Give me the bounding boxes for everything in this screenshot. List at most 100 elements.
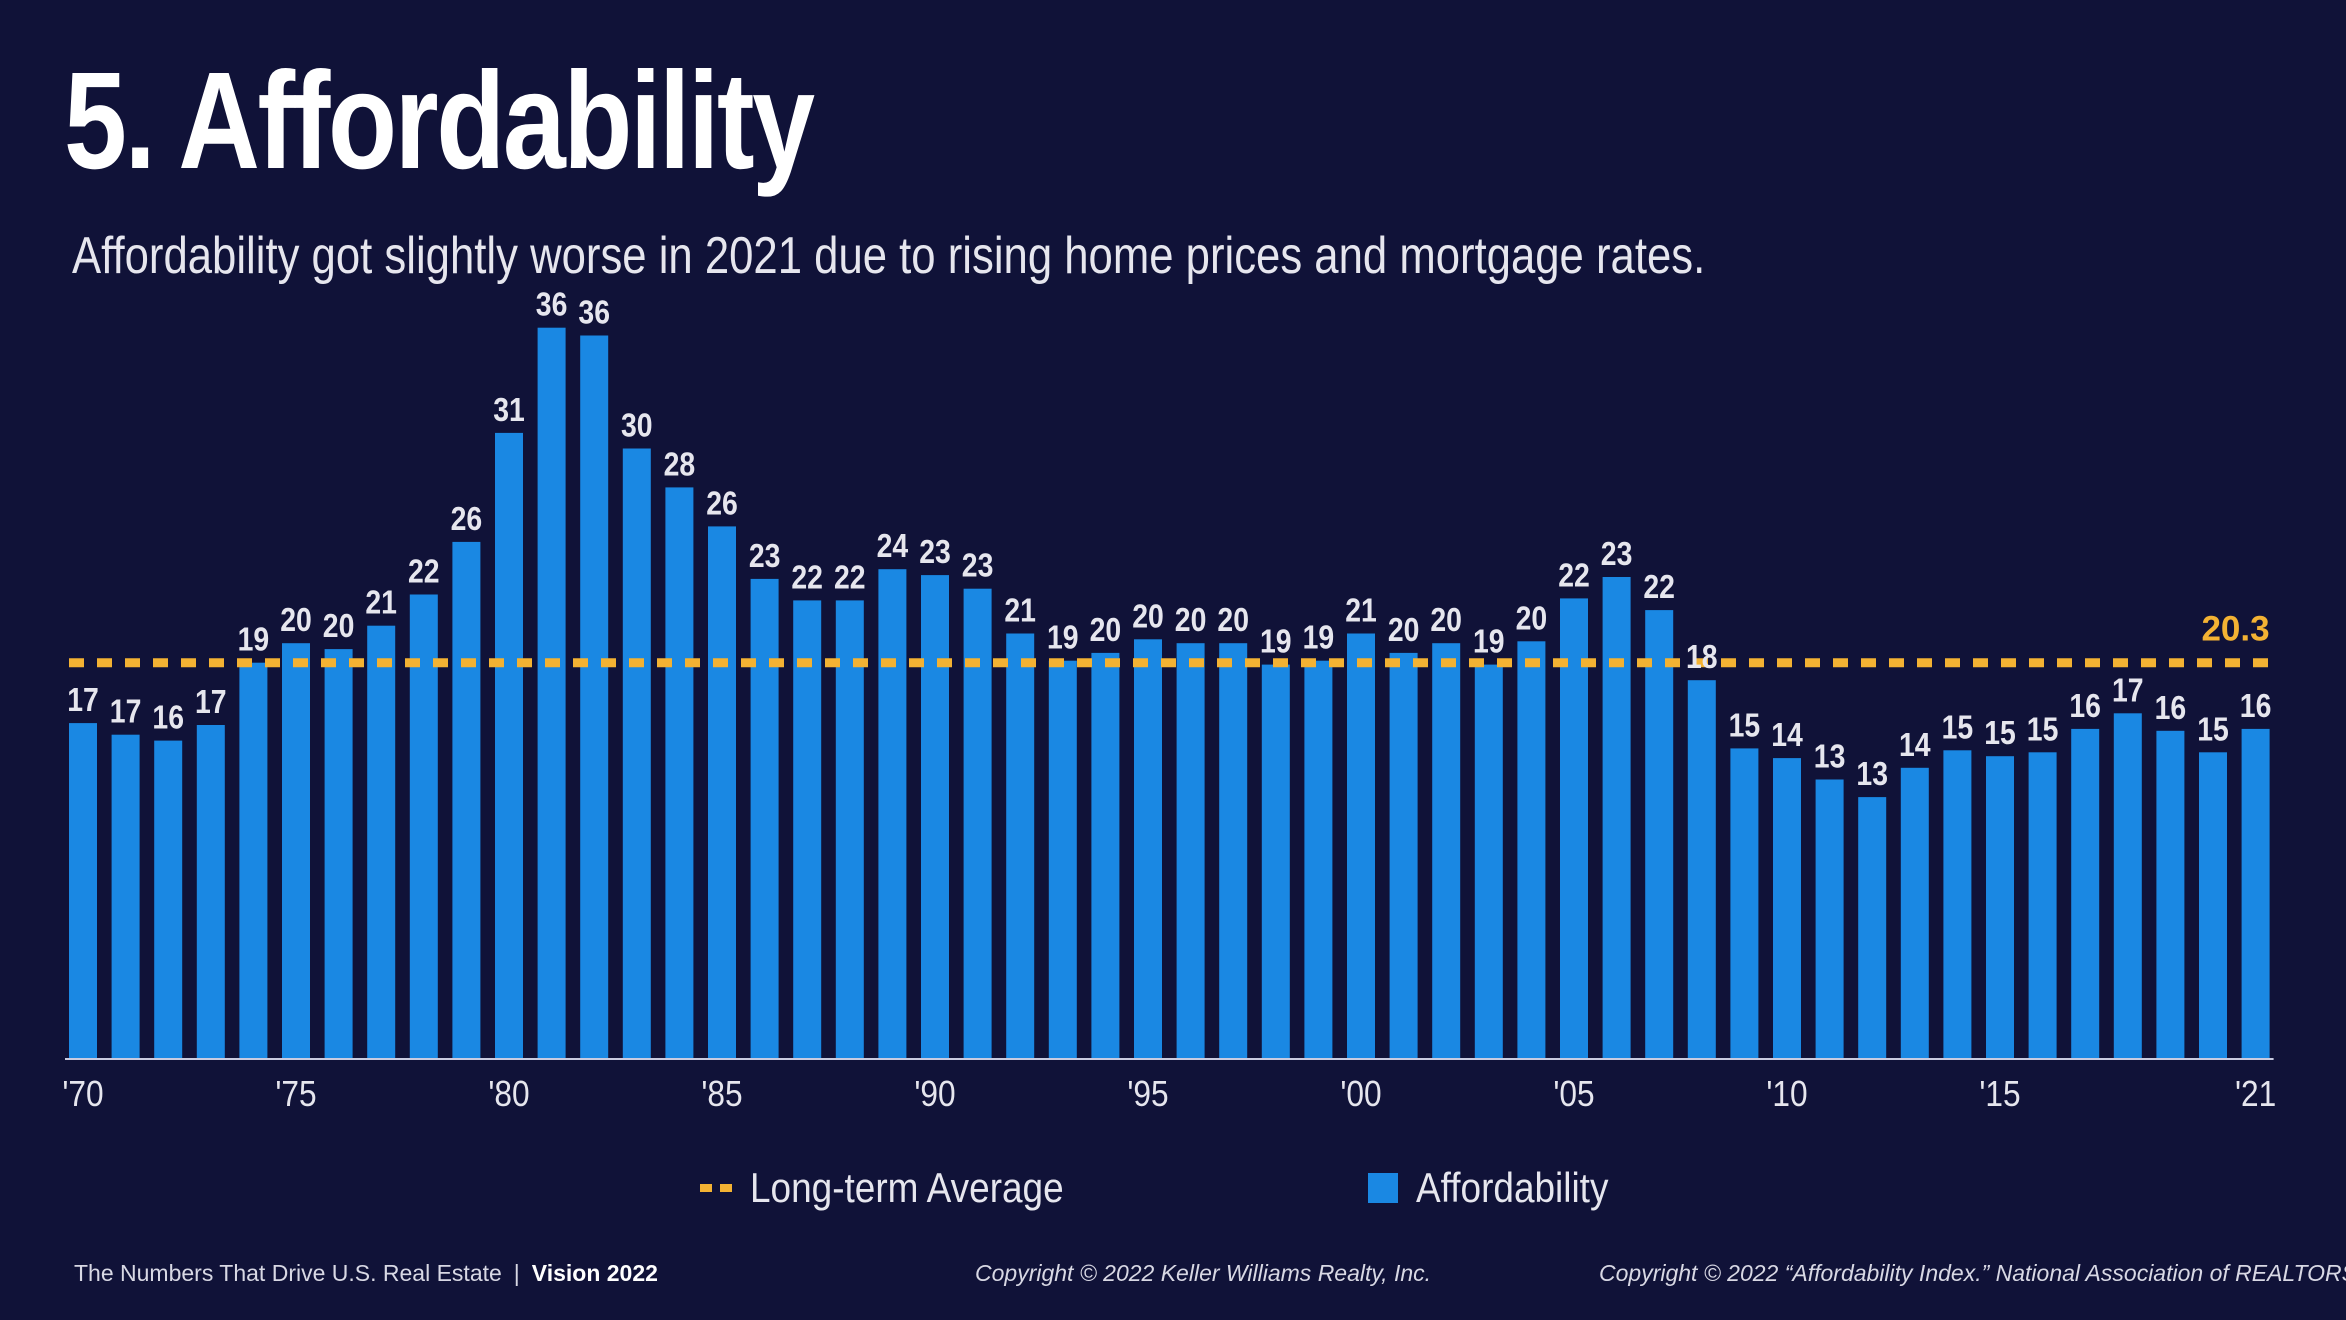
value-label-2014: 15	[1942, 708, 1974, 746]
value-label-2006: 23	[1601, 535, 1633, 573]
bar-1980	[495, 432, 523, 1058]
x-tick-label-1970: '70	[62, 1074, 103, 1114]
bar-1975	[282, 643, 310, 1058]
value-label-1992: 21	[1004, 591, 1036, 629]
bar-1987	[793, 600, 822, 1058]
value-label-1973: 17	[195, 683, 227, 721]
value-label-1979: 26	[451, 500, 483, 538]
bar-1985	[708, 526, 736, 1058]
bar-1976	[324, 649, 353, 1058]
value-label-2008: 18	[1686, 638, 1718, 676]
x-tick-label-1995: '95	[1127, 1074, 1168, 1114]
value-label-1995: 20	[1132, 597, 1164, 635]
value-label-2016: 15	[2027, 710, 2059, 748]
value-label-1990: 23	[919, 533, 951, 571]
bar-2013	[1900, 767, 1929, 1058]
bar-2006	[1602, 577, 1631, 1058]
x-tick-label-2010: '10	[1766, 1074, 1807, 1114]
bar-1984	[665, 487, 694, 1058]
bar-1988	[835, 600, 864, 1058]
x-tick-label-1975: '75	[275, 1074, 316, 1114]
value-label-1993: 19	[1047, 619, 1079, 657]
value-label-2001: 20	[1388, 611, 1420, 649]
value-label-2009: 15	[1729, 706, 1761, 744]
value-label-2013: 14	[1899, 726, 1931, 764]
x-tick-label-1985: '85	[701, 1074, 742, 1114]
value-label-1998: 19	[1260, 623, 1292, 661]
legend-item-affordability: Affordability	[1368, 1160, 1635, 1216]
legend-item-average: Long-term Average	[700, 1160, 1106, 1216]
x-axis-group: '70 '75 '80 '85 '90 '95 '00 '05 '10 '15 '21	[62, 1058, 2276, 1114]
footer-separator: |	[513, 1260, 520, 1286]
bars-group	[69, 327, 2270, 1058]
bar-1997	[1219, 643, 1248, 1058]
bar-1979	[452, 541, 481, 1058]
bar-1974	[239, 662, 268, 1058]
value-label-1999: 19	[1303, 619, 1335, 657]
value-label-2020: 15	[2197, 710, 2229, 748]
value-label-1980: 31	[493, 391, 525, 429]
value-label-1981: 36	[536, 286, 568, 324]
x-tick-label-2021: '21	[2235, 1074, 2276, 1114]
value-label-1972: 16	[152, 699, 184, 737]
x-tick-label-1990: '90	[914, 1074, 955, 1114]
bar-1972	[154, 740, 183, 1058]
bar-1977	[367, 625, 396, 1058]
value-label-1983: 30	[621, 406, 653, 444]
value-label-1976: 20	[323, 607, 355, 645]
legend-dash-icon	[700, 1184, 734, 1192]
bar-2012	[1858, 797, 1887, 1058]
value-label-2021: 16	[2240, 687, 2272, 725]
bar-1998	[1261, 664, 1290, 1058]
bar-1983	[622, 448, 651, 1058]
value-label-1986: 23	[749, 537, 781, 575]
bar-1990	[921, 575, 949, 1058]
value-label-1997: 20	[1217, 601, 1249, 639]
bar-1986	[750, 578, 779, 1058]
value-label-2007: 22	[1643, 568, 1675, 606]
x-tick-label-2015: '15	[1979, 1074, 2020, 1114]
footer-left: The Numbers That Drive U.S. Real Estate |…	[74, 1262, 658, 1285]
bar-1981	[537, 327, 566, 1058]
footer-copyright-nar: Copyright © 2022 “Affordability Index.” …	[1599, 1260, 2346, 1286]
bar-1992	[1006, 633, 1035, 1058]
bar-2002	[1432, 643, 1461, 1058]
value-label-2015: 15	[1984, 714, 2016, 752]
x-tick-label-2000: '00	[1340, 1074, 1381, 1114]
value-label-1984: 28	[664, 445, 696, 483]
bar-1999	[1304, 660, 1333, 1058]
x-tick-label-1980: '80	[488, 1074, 529, 1114]
bar-2021	[2241, 728, 2270, 1058]
value-label-1994: 20	[1090, 611, 1122, 649]
bar-2005	[1560, 598, 1588, 1058]
bar-2018	[2113, 713, 2142, 1058]
value-label-1971: 17	[110, 693, 142, 731]
value-label-2005: 22	[1558, 556, 1590, 594]
bar-1970	[69, 723, 97, 1058]
page-title: 5. Affordability	[64, 44, 815, 198]
value-label-1991: 23	[962, 547, 994, 585]
value-label-2019: 16	[2155, 689, 2187, 727]
bar-2019	[2156, 730, 2185, 1058]
value-labels-group: 17 17 16 17 19 20 20 21 22 26 31 36 36 30 28 26 23 22 22 24…	[67, 286, 2271, 793]
value-label-1974: 19	[238, 621, 270, 659]
bar-2014	[1943, 750, 1972, 1058]
legend-label-average: Long-term Average	[750, 1164, 1064, 1211]
bar-1978	[409, 594, 438, 1058]
bar-1982	[580, 335, 609, 1058]
bar-1993	[1048, 660, 1077, 1058]
footer-left-text: The Numbers That Drive U.S. Real Estate	[74, 1260, 502, 1286]
page-subtitle: Affordability got slightly worse in 2021…	[72, 227, 1706, 285]
bar-2008	[1687, 680, 1716, 1058]
bar-1971	[111, 734, 140, 1058]
value-label-1987: 22	[791, 558, 823, 596]
bar-1996	[1176, 643, 1205, 1058]
bar-2011	[1815, 779, 1844, 1058]
value-label-2002: 20	[1430, 601, 1462, 639]
value-label-2004: 20	[1516, 599, 1548, 637]
value-label-2010: 14	[1771, 716, 1803, 754]
bar-2007	[1645, 610, 1674, 1058]
value-label-1989: 24	[877, 527, 909, 565]
bar-1973	[196, 725, 225, 1058]
value-label-1977: 21	[365, 584, 397, 622]
